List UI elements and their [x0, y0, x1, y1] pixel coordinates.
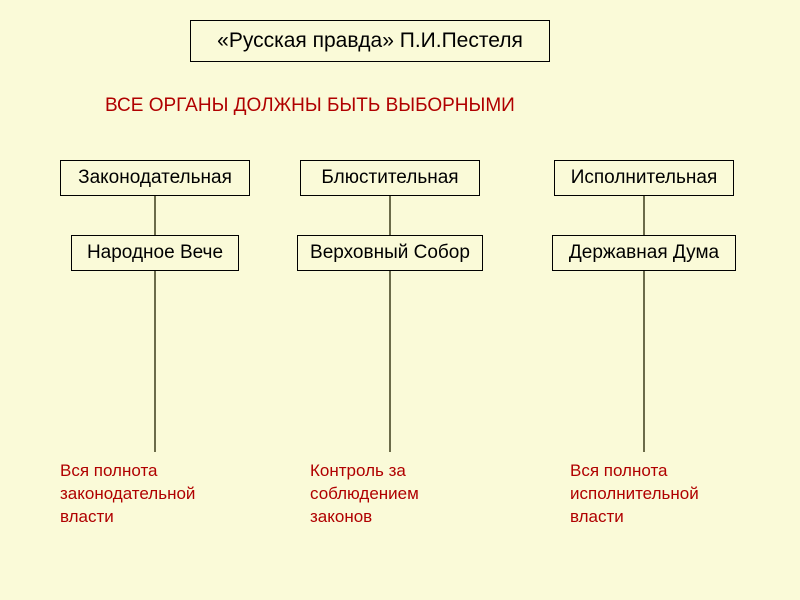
desc-2: Вся полнота исполнительной власти: [570, 460, 730, 529]
body-box-0: Народное Вече: [71, 235, 239, 271]
title-text: «Русская правда» П.И.Пестеля: [217, 29, 523, 52]
body-label-1: Верховный Собор: [310, 242, 470, 263]
desc-1: Контроль за соблюдением законов: [310, 460, 470, 529]
power-box-0: Законодательная: [60, 160, 250, 196]
power-box-1: Блюстительная: [300, 160, 480, 196]
desc-0: Вся полнота законодательной власти: [60, 460, 230, 529]
body-label-2: Державная Дума: [569, 242, 719, 263]
subtitle: ВСЕ ОРГАНЫ ДОЛЖНЫ БЫТЬ ВЫБОРНЫМИ: [105, 95, 515, 117]
power-label-2: Исполнительная: [571, 167, 718, 188]
power-label-1: Блюстительная: [321, 167, 458, 188]
title-box: «Русская правда» П.И.Пестеля: [190, 20, 550, 62]
power-box-2: Исполнительная: [554, 160, 734, 196]
body-box-2: Державная Дума: [552, 235, 736, 271]
body-box-1: Верховный Собор: [297, 235, 483, 271]
power-label-0: Законодательная: [78, 167, 232, 188]
body-label-0: Народное Вече: [87, 242, 223, 263]
